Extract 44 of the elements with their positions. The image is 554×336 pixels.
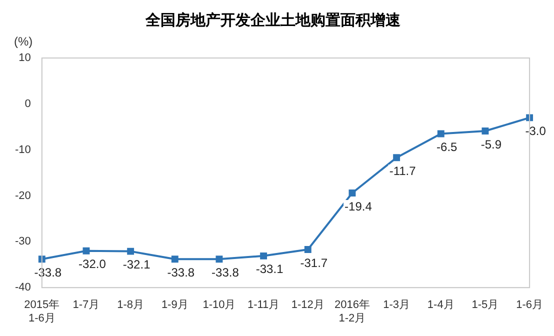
text: -33.1: [256, 262, 284, 276]
x-tick-label: 1-4月: [427, 299, 454, 312]
point: [348, 190, 356, 196]
text: -11.7: [389, 164, 416, 178]
x-tick-label: 1-3月: [383, 299, 410, 312]
text: -32.1: [122, 258, 150, 272]
x-tick-label: 2015年 1-6月: [24, 299, 60, 324]
point: [38, 256, 46, 263]
text: -33.8: [212, 265, 239, 280]
text: -19.4: [344, 199, 372, 214]
chart-title: 全国房地产开发企业土地购置面积增速: [144, 11, 402, 30]
point: [171, 256, 178, 263]
point: [260, 252, 268, 260]
y-tick-label: 10: [18, 52, 31, 64]
point: [482, 128, 489, 134]
y-tick-label: -20: [14, 190, 31, 202]
x-tick-label: 1-10月: [202, 299, 236, 312]
x-tick-label: 1-11月: [247, 299, 280, 312]
y-tick-label: 0: [24, 98, 31, 110]
x-tick-label: 1-5月: [472, 299, 499, 312]
y-tick-label: -10: [14, 144, 31, 156]
x-tick-label: 2016年 1-2月: [334, 299, 370, 324]
text: -6.5: [436, 140, 458, 154]
point: [216, 256, 223, 263]
x-tick-label: 1-7月: [72, 299, 100, 312]
point: [82, 247, 90, 254]
x-tick-label: 1-6月: [516, 299, 544, 312]
text: -33.8: [167, 265, 195, 280]
text: -31.7: [300, 256, 328, 270]
y-axis-title: (%): [14, 34, 33, 48]
point: [437, 130, 444, 138]
y-tick-label: -30: [14, 236, 31, 248]
text: -33.8: [34, 265, 62, 280]
point: [304, 246, 312, 253]
point: [526, 114, 534, 122]
x-tick-label: 1-8月: [117, 299, 144, 312]
x-tick-label: 1-9月: [161, 299, 188, 312]
y-tick-label: -40: [14, 282, 31, 294]
point: [127, 248, 134, 255]
text: -3.0: [525, 124, 546, 138]
text: -32.0: [78, 257, 106, 272]
text: -5.9: [480, 137, 502, 152]
point: [393, 154, 400, 162]
x-tick-label: 1-12月: [291, 299, 324, 312]
